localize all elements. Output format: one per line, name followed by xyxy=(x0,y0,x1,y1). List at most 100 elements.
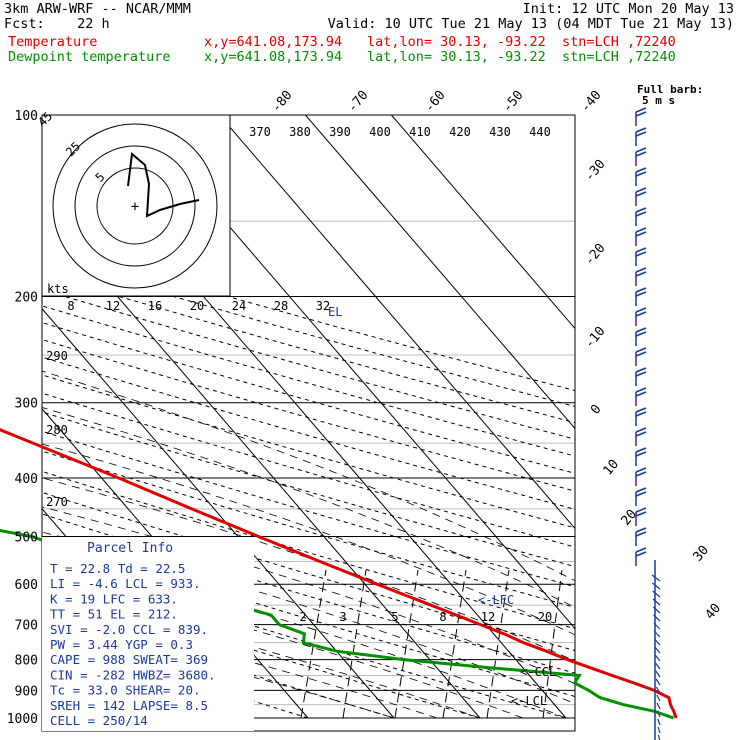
wind-barb xyxy=(656,694,661,702)
temperature-tick-label: 30 xyxy=(691,543,713,565)
wind-barb xyxy=(651,582,661,590)
pressure-tick-label: 100 xyxy=(15,109,38,124)
moist-adiabat xyxy=(42,506,575,685)
wind-barb xyxy=(654,654,661,662)
pressure-tick-label: 800 xyxy=(15,654,38,669)
hodograph-axis-label: 8 xyxy=(67,299,74,313)
wind-barb xyxy=(657,718,661,726)
hodograph-origin: + xyxy=(131,199,139,215)
wind-barb xyxy=(651,574,661,582)
theta-side-label: 270 xyxy=(46,495,68,509)
hodograph-unit: kts xyxy=(47,282,69,296)
wind-barb-flag xyxy=(635,431,647,437)
wind-barb-flag xyxy=(635,351,647,357)
dry-adiabat xyxy=(42,558,567,719)
wind-barb-flag xyxy=(635,511,647,517)
wind-barb-flag xyxy=(635,527,647,533)
wind-barb xyxy=(655,662,661,670)
theta-label: 420 xyxy=(449,125,471,139)
valid-time: Valid: 10 UTC Tue 21 May 13 (04 MDT Tue … xyxy=(327,16,734,32)
temperature-xy: x,y=641.08,173.94 xyxy=(204,34,343,50)
wind-barb xyxy=(652,590,661,598)
wind-barb-flag xyxy=(635,547,647,553)
mixing-ratio-line xyxy=(442,569,467,719)
hodograph-axis-label: 16 xyxy=(148,299,162,313)
hodograph-trace xyxy=(127,152,200,218)
theta-label: 430 xyxy=(489,125,511,139)
wind-barb xyxy=(656,710,661,718)
temperature-tick-label: -10 xyxy=(582,324,609,352)
wind-barb-flag xyxy=(635,487,647,493)
theta-side-label: 290 xyxy=(46,349,68,363)
temperature-tick-label: 0 xyxy=(588,402,605,418)
parcel-info-row: CELL = 250/14 xyxy=(50,713,148,728)
wind-barb-flag xyxy=(635,107,647,113)
parcel-info-row: Tc = 33.0 SHEAR= 20. xyxy=(50,683,201,698)
mixing-ratio-line xyxy=(300,569,327,719)
mixing-ratio-line xyxy=(342,569,367,719)
wind-barb-flag xyxy=(635,307,647,313)
dry-adiabat xyxy=(42,257,575,407)
pressure-tick-label: 600 xyxy=(15,578,38,593)
theta-label: 400 xyxy=(369,125,391,139)
temperature-tick-label: -20 xyxy=(582,241,609,269)
wind-barb-flag xyxy=(635,391,647,397)
pressure-tick-label: 200 xyxy=(15,291,38,306)
wind-barb-flag xyxy=(635,411,647,417)
parcel-info-row: PW = 3.44 YGP = 0.3 xyxy=(50,637,193,652)
mixing-ratio-label: 20 xyxy=(538,610,552,624)
hodograph-ring xyxy=(52,123,218,289)
wind-barb-flag xyxy=(635,387,647,393)
dry-adiabat xyxy=(42,491,575,652)
temperature-tick-label: -80 xyxy=(269,88,296,116)
init-time: Init: 12 UTC Mon 20 May 13 xyxy=(522,1,734,17)
wind-barb-flag xyxy=(635,407,647,413)
moist-adiabat xyxy=(42,443,575,636)
isotherm xyxy=(42,307,395,719)
temperature-line xyxy=(0,428,678,719)
moist-adiabat xyxy=(42,477,575,662)
wind-barb-flag xyxy=(635,451,647,457)
dewpoint-legend: Dewpoint temperature xyxy=(8,49,171,65)
parcel-info-row: T = 22.8 Td = 22.5 xyxy=(50,561,185,576)
pressure-tick-label: 500 xyxy=(15,530,38,545)
parcel-info-row: SVI = -2.0 CCL = 839. xyxy=(50,622,208,637)
parcel-info-row: K = 19 LFC = 633. xyxy=(50,591,178,606)
isotherm xyxy=(391,115,575,330)
theta-label: 370 xyxy=(249,125,271,139)
plot-frame xyxy=(41,114,576,732)
pressure-tick-label: 400 xyxy=(15,472,38,487)
hodograph-axis-label: 12 xyxy=(106,299,120,313)
parcel-info-row: TT = 51 EL = 212. xyxy=(50,607,178,622)
forecast-hour: Fcst: 22 h xyxy=(4,16,110,32)
dry-adiabat xyxy=(42,339,575,492)
wind-barb-flag xyxy=(635,271,647,277)
wind-barb-flag xyxy=(635,331,647,337)
moist-adiabat xyxy=(42,591,481,719)
temperature-tick-label: -60 xyxy=(422,88,449,116)
moist-adiabat xyxy=(42,608,438,719)
wind-barb-flag xyxy=(635,551,647,557)
isotherm xyxy=(305,115,575,430)
wind-barb-flag xyxy=(635,507,647,513)
mixing-ratio-label: 3 xyxy=(339,610,346,624)
model-title: 3km ARW-WRF -- NCAR/MMM xyxy=(4,1,191,17)
wind-barb-flag xyxy=(635,227,647,233)
pressure-tick-label: 700 xyxy=(15,619,38,634)
temperature-tick-label: 40 xyxy=(703,601,725,623)
wind-barb-flag xyxy=(635,171,647,177)
wind-barb-flag xyxy=(635,491,647,497)
wind-barb-flag xyxy=(635,111,647,117)
mixing-ratio-label: 12 xyxy=(481,610,495,624)
temperature-tick-label: 20 xyxy=(619,507,641,529)
temperature-legend: Temperature xyxy=(8,34,98,50)
parcel-info-row: LI = -4.6 LCL = 933. xyxy=(50,576,201,591)
ccl-marker: <-CCL xyxy=(520,665,556,679)
wind-barb-flag xyxy=(635,471,647,477)
dry-adiabat xyxy=(42,430,575,588)
el-marker: EL xyxy=(328,305,342,319)
wind-barb-flag xyxy=(635,467,647,473)
mixing-ratio-line xyxy=(542,569,563,719)
hodograph-axis-label: 24 xyxy=(232,299,246,313)
wind-barb xyxy=(655,686,661,694)
